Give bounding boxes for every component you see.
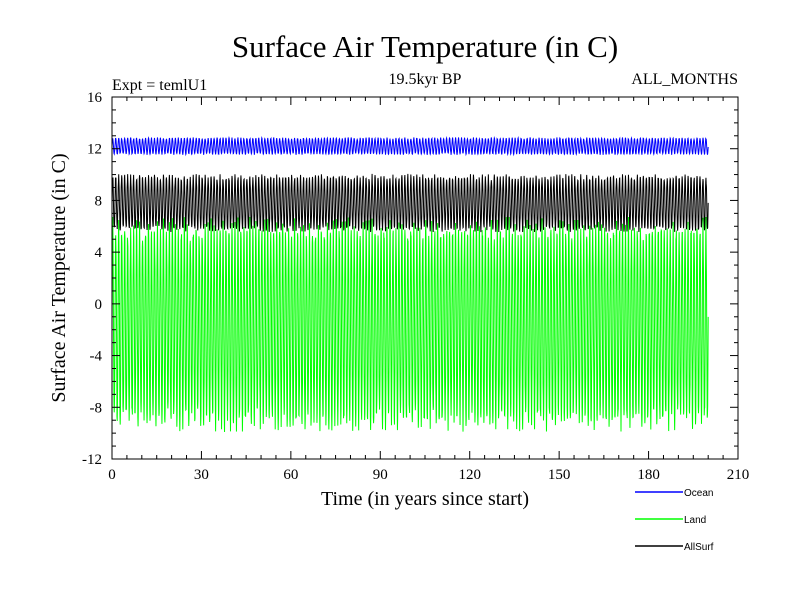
x-tick-label: 90 — [373, 467, 388, 483]
x-axis-label: Time (in years since start) — [321, 488, 529, 510]
series-line-allsurf — [111, 173, 709, 233]
x-tick-label: 180 — [637, 467, 660, 483]
x-tick-label: 120 — [458, 467, 481, 483]
period-label: 19.5kyr BP — [389, 71, 462, 88]
x-tick-label: 210 — [727, 467, 750, 483]
experiment-label: Expt = temlU1 — [112, 77, 207, 94]
y-tick-label: -4 — [90, 349, 103, 365]
x-tick-label: 0 — [108, 467, 116, 483]
y-axis-label: Surface Air Temperature (in C) — [48, 153, 70, 402]
y-tick-label: 8 — [95, 193, 103, 209]
y-tick-label: 12 — [87, 142, 102, 158]
legend: Ocean Land AllSurf — [635, 488, 714, 553]
legend-label-land: Land — [684, 515, 706, 526]
series-line-land — [111, 216, 709, 433]
y-tick-label: 4 — [95, 245, 103, 261]
months-label: ALL_MONTHS — [631, 71, 738, 88]
y-tick-label: -12 — [82, 452, 102, 468]
ticks-layer: 0 30 60 90 120 150 180 210 -12 -8 -4 0 4 8 12 16 — [82, 90, 749, 483]
x-tick-label: 60 — [283, 467, 298, 483]
x-tick-label: 30 — [194, 467, 209, 483]
plot-frame — [111, 96, 739, 460]
y-tick-label: 16 — [87, 90, 103, 106]
legend-label-ocean: Ocean — [684, 488, 713, 499]
legend-label-allsurf: AllSurf — [684, 542, 714, 553]
x-tick-label: 150 — [548, 467, 571, 483]
series-line-ocean — [111, 135, 709, 157]
chart-title: Surface Air Temperature (in C) — [232, 29, 618, 64]
y-tick-label: 0 — [95, 297, 103, 313]
y-tick-label: -8 — [90, 400, 103, 416]
series-layer — [111, 135, 709, 433]
